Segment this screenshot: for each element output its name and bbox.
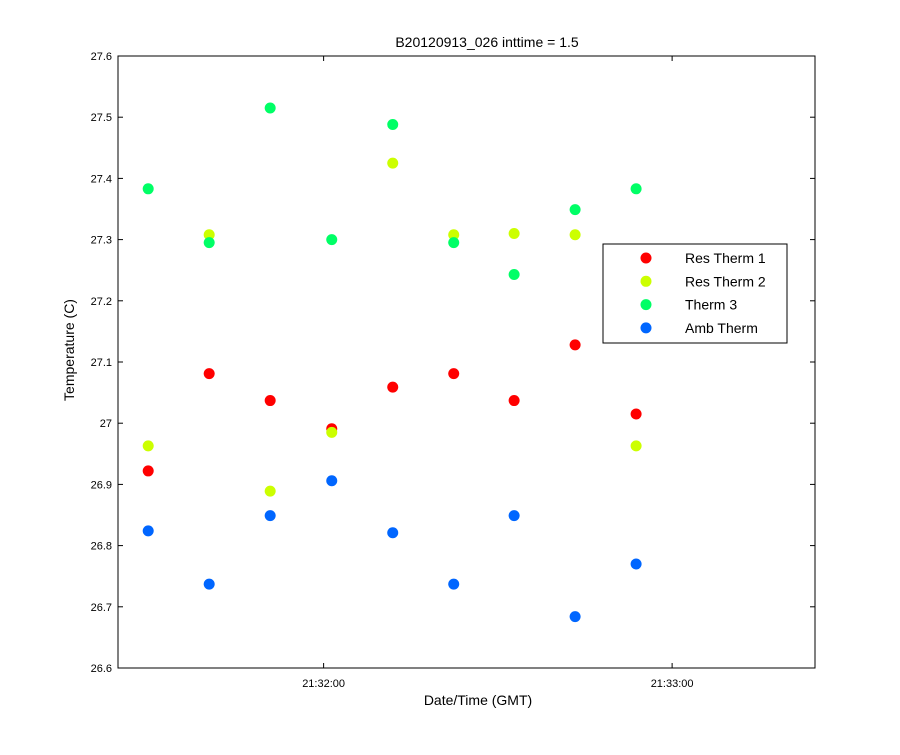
data-point (508, 227, 520, 239)
y-axis-label: Temperature (C) (61, 299, 77, 401)
y-tick-label: 26.6 (91, 663, 112, 675)
data-point (448, 578, 460, 590)
legend-marker (640, 322, 652, 334)
y-tick-label: 27.5 (91, 112, 112, 124)
data-point (508, 395, 520, 407)
y-tick-label: 26.9 (91, 479, 112, 491)
chart-title: B20120913_026 inttime = 1.5 (395, 34, 579, 50)
data-point (630, 558, 642, 570)
plot-area (117, 55, 816, 669)
data-point (508, 510, 520, 522)
legend-label: Amb Therm (685, 320, 758, 336)
data-point (326, 426, 338, 438)
x-axis-label: Date/Time (GMT) (424, 692, 532, 708)
x-tick-label: 21:32:00 (302, 678, 345, 690)
data-point (387, 157, 399, 169)
y-tick-label: 27.1 (91, 357, 112, 369)
data-point (203, 368, 215, 380)
legend-label: Therm 3 (685, 297, 737, 313)
y-axis: 26.6 26.7 26.8 26.9 27 27.1 27.2 27.3 27.4 27.5 27… (91, 51, 815, 675)
legend: Res Therm 1 Res Therm 2 Therm 3 Amb Therm (602, 243, 788, 344)
data-point (630, 408, 642, 420)
data-point (448, 237, 460, 249)
data-points (142, 102, 642, 623)
data-point (630, 183, 642, 195)
y-tick-label: 27.4 (91, 173, 112, 185)
data-point (387, 119, 399, 131)
data-point (569, 204, 581, 216)
series-0 (142, 339, 642, 477)
data-point (203, 578, 215, 590)
legend-box (602, 243, 788, 344)
data-point (387, 527, 399, 539)
y-tick-label: 26.7 (91, 602, 112, 614)
data-point (387, 381, 399, 393)
data-point (326, 475, 338, 487)
data-point (203, 229, 215, 241)
data-point (448, 368, 460, 380)
data-point (264, 510, 276, 522)
y-tick-label: 27.6 (91, 51, 112, 63)
x-tick-label: 21:33:00 (651, 678, 694, 690)
data-point (264, 485, 276, 497)
data-point (142, 183, 154, 195)
data-point (142, 440, 154, 452)
data-point (203, 237, 215, 249)
legend-label: Res Therm 1 (685, 250, 766, 266)
data-point (448, 229, 460, 241)
data-point (569, 611, 581, 623)
x-axis: 21:32:00 21:33:00 (302, 56, 694, 690)
data-point (326, 234, 338, 246)
series-1 (142, 157, 642, 497)
legend-marker (640, 299, 652, 311)
y-tick-label: 27 (100, 418, 112, 430)
data-point (264, 395, 276, 407)
data-point (264, 102, 276, 114)
data-point (142, 465, 154, 477)
legend-marker (640, 252, 652, 264)
y-tick-label: 27.2 (91, 296, 112, 308)
data-point (630, 440, 642, 452)
data-point (569, 229, 581, 241)
data-point (569, 339, 581, 351)
y-tick-label: 27.3 (91, 235, 112, 247)
series-2 (142, 102, 642, 280)
data-point (142, 525, 154, 537)
legend-label: Res Therm 2 (685, 273, 766, 289)
legend-marker (640, 275, 652, 287)
series-3 (142, 475, 642, 623)
y-tick-label: 26.8 (91, 541, 112, 553)
data-point (508, 268, 520, 280)
